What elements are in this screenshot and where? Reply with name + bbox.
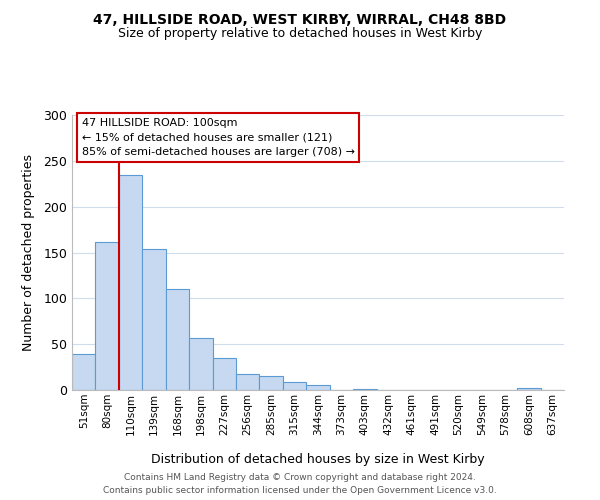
Bar [212,358,236,390]
Text: Distribution of detached houses by size in West Kirby: Distribution of detached houses by size … [151,452,485,466]
Bar [283,382,306,390]
Bar [142,249,166,390]
Bar [119,174,142,390]
Bar [236,374,259,390]
Y-axis label: Number of detached properties: Number of detached properties [22,154,35,351]
Text: 47, HILLSIDE ROAD, WEST KIRBY, WIRRAL, CH48 8BD: 47, HILLSIDE ROAD, WEST KIRBY, WIRRAL, C… [94,12,506,26]
Bar [517,388,541,390]
Bar [353,389,377,390]
Bar [95,242,119,390]
Bar [259,376,283,390]
Bar [306,384,330,390]
Bar [189,338,212,390]
Bar [166,289,189,390]
Bar [72,354,95,390]
Text: 47 HILLSIDE ROAD: 100sqm
← 15% of detached houses are smaller (121)
85% of semi-: 47 HILLSIDE ROAD: 100sqm ← 15% of detach… [82,118,355,158]
Text: Contains HM Land Registry data © Crown copyright and database right 2024.
Contai: Contains HM Land Registry data © Crown c… [103,474,497,495]
Text: Size of property relative to detached houses in West Kirby: Size of property relative to detached ho… [118,28,482,40]
